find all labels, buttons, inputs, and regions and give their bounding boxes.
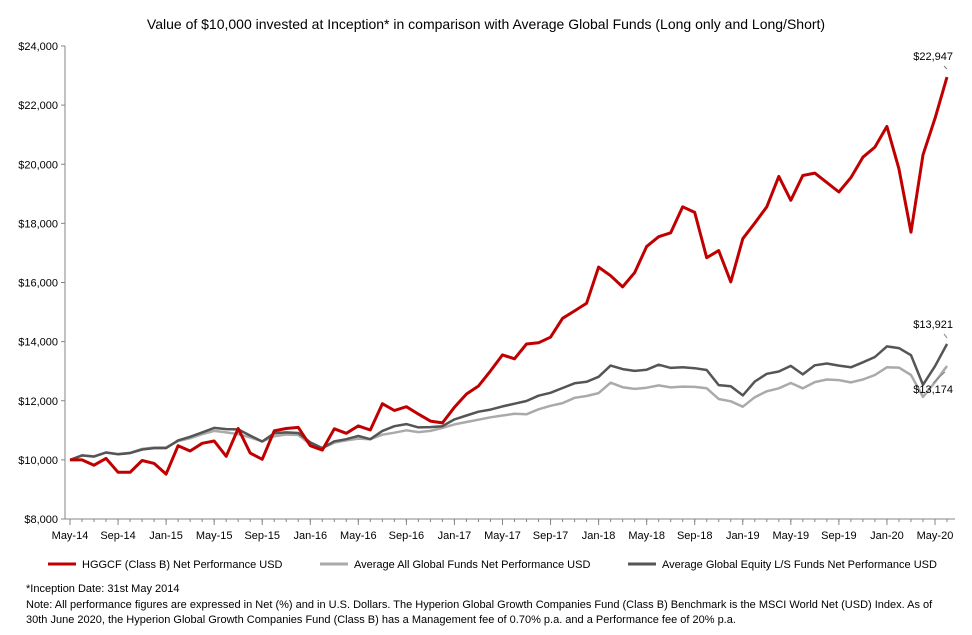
chart-title: Value of $10,000 invested at Inception* … [147,16,825,32]
chart-legend: HGGCF (Class B) Net Performance USD Avera… [48,559,937,571]
x-tick-label: May-14 [52,530,89,542]
y-tick-label: $8,000 [24,514,58,526]
legend-label: HGGCF (Class B) Net Performance USD [82,559,283,571]
chart-end-labels: $22,947 $13,174 $13,921 [913,51,953,396]
x-tick-label: Jan-17 [438,530,472,542]
end-label-leader [943,65,948,70]
series-line-2 [69,365,949,462]
chart-series-lines [69,76,949,476]
x-tick-label: Jan-18 [582,530,616,542]
x-tick-label: Sep-16 [389,530,424,542]
end-label-leader [932,371,946,384]
x-tick-label: May-18 [628,530,665,542]
x-tick-label: Jan-20 [870,530,904,542]
series-line-3 [69,343,949,462]
x-tick-label: May-15 [196,530,233,542]
legend-label: Average Global Equity L/S Funds Net Perf… [662,559,937,571]
y-tick-label: $18,000 [18,218,58,230]
x-tick-label: Jan-19 [726,530,760,542]
y-tick-label: $12,000 [18,396,58,408]
end-value-label-3: $13,921 [913,319,953,331]
x-tick-label: May-16 [340,530,377,542]
y-tick-label: $10,000 [18,455,58,467]
x-tick-label: May-20 [917,530,954,542]
end-label-leader [943,333,948,339]
chart-axes: $8,000 $10,000 $12,000 $14,000 $16,000 $18,00… [18,41,955,542]
x-tick-label: May-19 [772,530,809,542]
inception-note: *Inception Date: 31st May 2014 [26,583,180,595]
x-tick-label: Sep-15 [244,530,279,542]
x-tick-label: Jan-15 [149,530,183,542]
y-tick-label: $24,000 [18,41,58,53]
legend-label: Average All Global Funds Net Performance… [354,559,590,571]
x-tick-label: Sep-14 [100,530,135,542]
y-tick-label: $22,000 [18,100,58,112]
x-tick-label: Sep-17 [533,530,568,542]
series-line-1 [70,76,949,476]
performance-chart: Value of $10,000 invested at Inception* … [18,16,955,571]
x-tick-label: May-17 [484,530,521,542]
x-tick-label: Sep-18 [677,530,712,542]
y-tick-label: $20,000 [18,159,58,171]
x-tick-label: Sep-19 [821,530,856,542]
x-tick-label: Jan-16 [293,530,327,542]
end-value-label-1: $22,947 [913,51,953,63]
y-tick-label: $16,000 [18,278,58,290]
disclaimer-note: Note: All performance figures are expres… [26,599,933,626]
end-value-label-2: $13,174 [913,384,953,396]
y-tick-label: $14,000 [18,337,58,349]
